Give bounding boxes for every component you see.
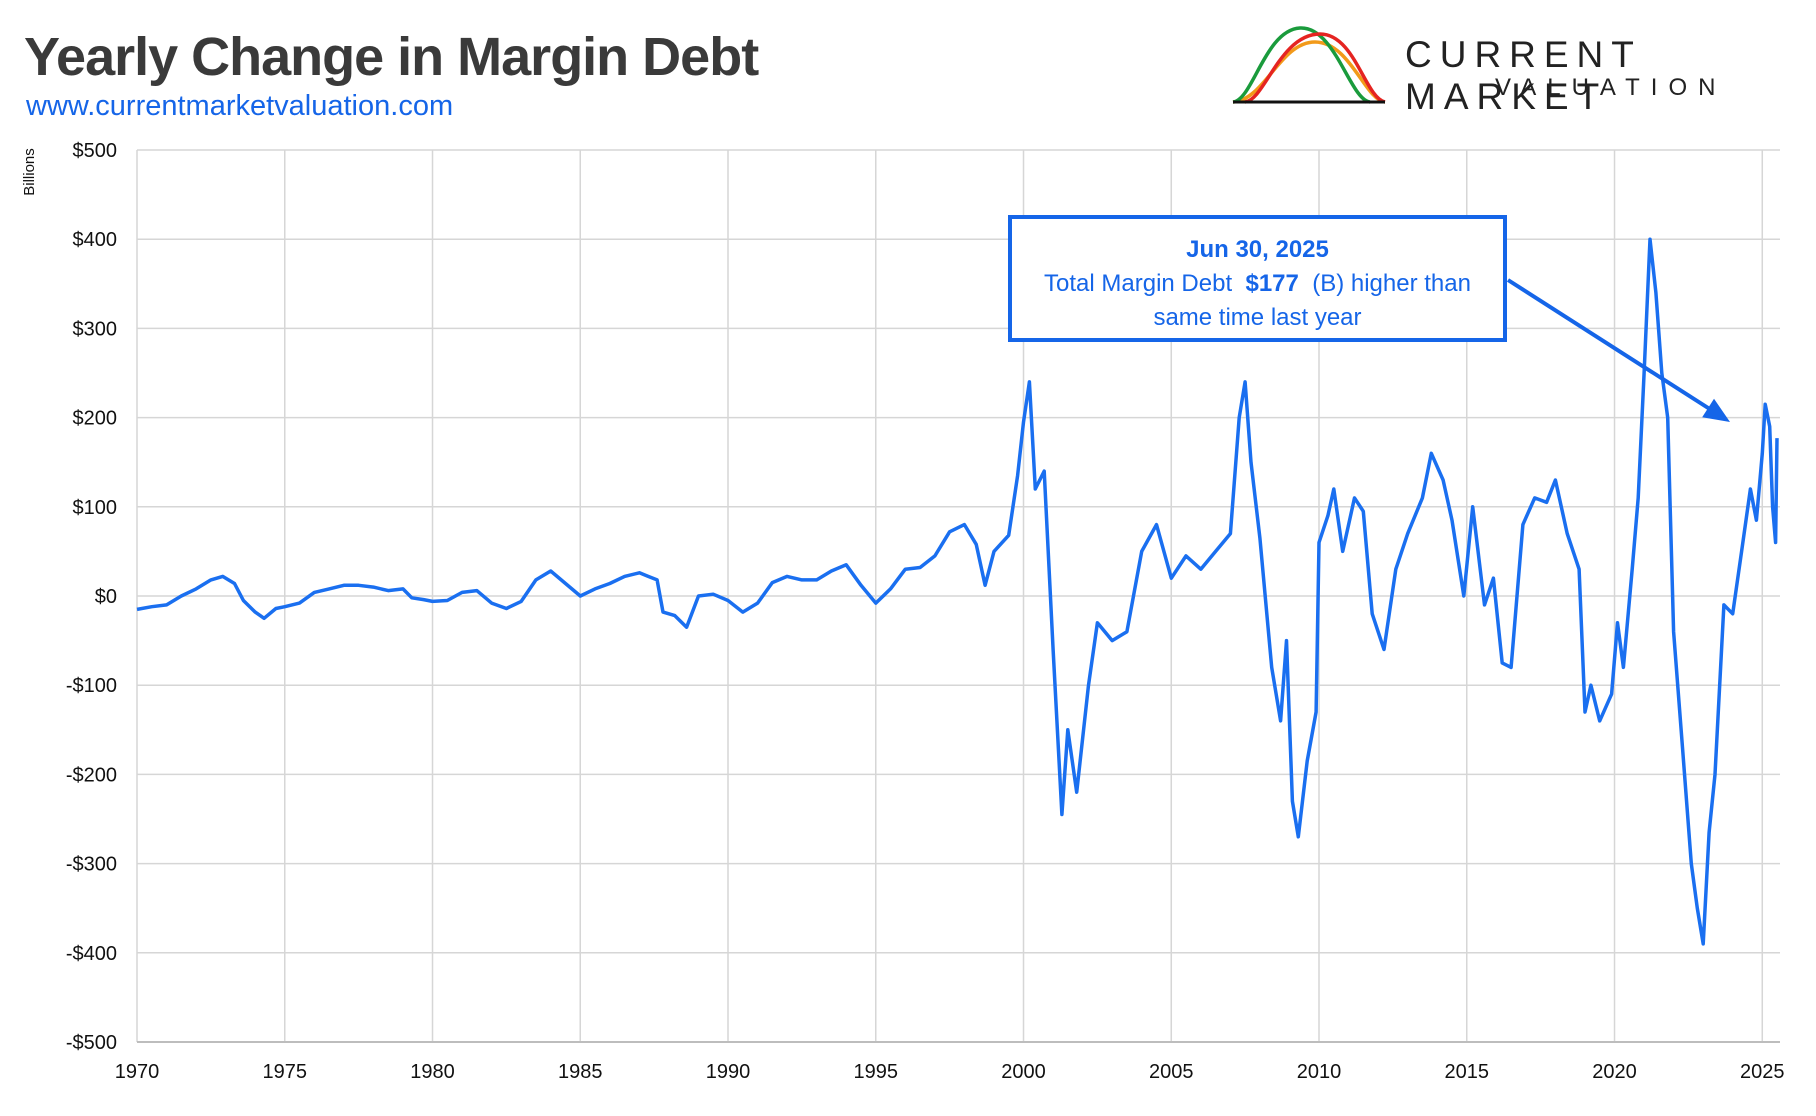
callout-value: $177 [1245,270,1299,297]
callout-line3: same time last year [1153,304,1362,331]
x-tick-label: 1995 [854,1061,899,1083]
x-tick-label: 1970 [115,1061,160,1083]
x-tick-label: 1985 [558,1061,603,1083]
callout-text: Total Margin Debt $177 (B) higher than [1012,267,1503,301]
annotation-callout: Jun 30, 2025 Total Margin Debt $177 (B) … [1008,215,1507,342]
y-tick-label: $500 [73,140,118,162]
y-tick-label: $300 [73,318,118,340]
x-tick-label: 2000 [1001,1061,1046,1083]
callout-suffix: (B) higher than [1312,270,1471,297]
bell-curves-logo-icon [1232,26,1386,104]
callout-date: Jun 30, 2025 [1186,236,1329,263]
x-tick-label: 1990 [706,1061,751,1083]
website-link[interactable]: www.currentmarketvaluation.com [26,90,454,122]
y-axis-title: Billions [21,148,38,196]
logo-text-secondary: VALUATION [1495,74,1727,101]
y-tick-label: -$200 [66,764,117,786]
x-tick-label: 2015 [1445,1061,1490,1083]
y-tick-label: $400 [73,229,118,251]
y-tick-label: -$400 [66,943,117,965]
x-tick-label: 2010 [1297,1061,1342,1083]
x-tick-label: 1980 [410,1061,455,1083]
callout-arrow-head [1702,398,1730,422]
x-tick-label: 2025 [1740,1061,1785,1083]
y-tick-label: $100 [73,497,118,519]
y-tick-label: -$100 [66,675,117,697]
margin-debt-series-line [136,237,1779,946]
logo-text-primary: CURRENT MARKET [1405,34,1642,117]
y-tick-label: -$300 [66,854,117,876]
x-tick-label: 1975 [263,1061,308,1083]
page-title: Yearly Change in Margin Debt [24,27,759,87]
x-tick-label: 2020 [1592,1061,1637,1083]
x-tick-label: 2005 [1149,1061,1194,1083]
callout-prefix: Total Margin Debt [1044,270,1233,297]
y-tick-label: $0 [95,586,117,608]
callout-arrow-line [1506,278,1718,415]
brand-logo: CURRENT MARKET VALUATION [1225,20,1805,117]
y-tick-label: $200 [73,408,118,430]
y-tick-label: -$500 [66,1032,117,1054]
